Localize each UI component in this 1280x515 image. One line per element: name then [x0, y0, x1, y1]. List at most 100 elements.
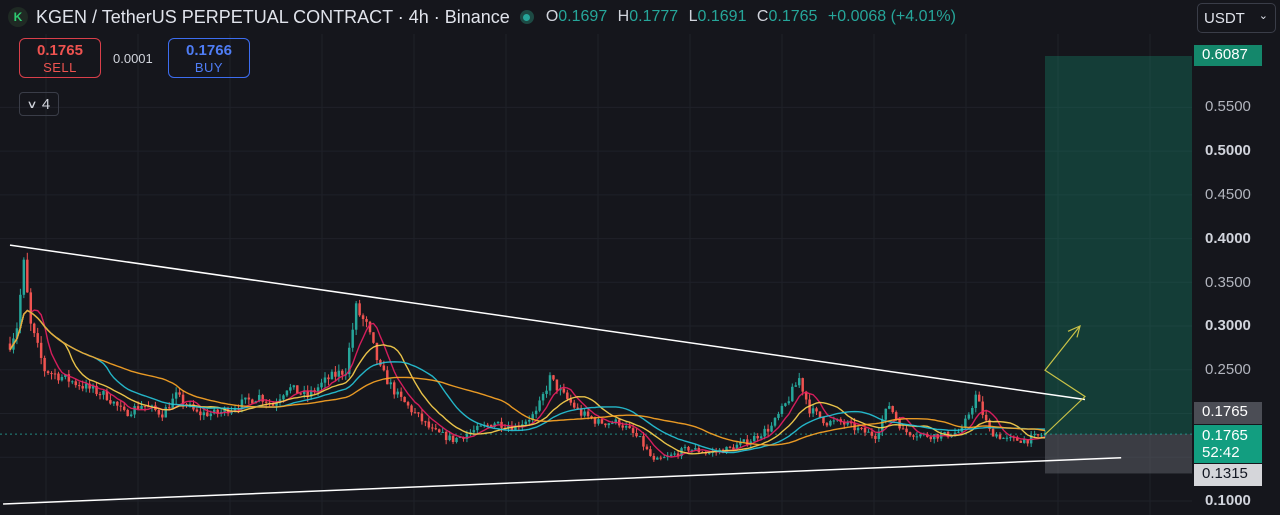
candle-body — [489, 424, 493, 427]
candle-body — [313, 390, 316, 392]
y-tick: 0.4500 — [1205, 186, 1251, 203]
candle-body — [694, 448, 697, 450]
candle-body — [46, 371, 50, 374]
candle-body — [901, 428, 905, 430]
candle-body — [465, 434, 469, 439]
candle-body — [361, 315, 365, 320]
candle-body — [614, 419, 618, 424]
candle-body — [26, 259, 29, 293]
candle-body — [32, 323, 36, 334]
candle-body — [752, 436, 756, 442]
target-price-label: 0.6087 — [1194, 45, 1262, 66]
candle-body — [552, 375, 555, 380]
candle-body — [829, 420, 832, 426]
indicators-toggle-button[interactable]: ∨ 4 — [19, 92, 59, 116]
currency-select[interactable]: USDT ⌄ — [1197, 3, 1276, 33]
candle-body — [611, 423, 614, 425]
candle-body — [150, 405, 154, 407]
y-tick: 0.1000 — [1205, 492, 1251, 509]
candle-body — [794, 385, 798, 387]
candle-body — [451, 435, 455, 443]
candle-body — [98, 394, 102, 396]
candle-body — [593, 418, 597, 424]
y-tick: 0.3000 — [1205, 317, 1251, 334]
candle-body — [209, 413, 213, 417]
candle-body — [372, 332, 375, 343]
candle-body — [334, 371, 337, 377]
candle-body — [562, 388, 566, 393]
bar-countdown: 52:42 — [1202, 444, 1240, 461]
candle-body — [81, 386, 84, 389]
candle-body — [746, 439, 749, 445]
candle-body — [309, 390, 313, 397]
candle-body — [787, 401, 791, 404]
moving-average-line — [9, 309, 1045, 454]
candle-body — [507, 425, 510, 429]
candle-body — [95, 385, 98, 395]
symbol-title[interactable]: KGEN / TetherUS PERPETUAL CONTRACT · 4h … — [36, 6, 510, 27]
candle-body — [195, 409, 199, 412]
indicator-count: 4 — [41, 95, 51, 113]
candle-body — [974, 394, 978, 408]
candle-body — [275, 402, 278, 406]
ohlc-legend: O0.1697 H0.1777 L0.1691 C0.1765 +0.0068 … — [546, 8, 956, 26]
candle-body — [912, 435, 915, 437]
candle-body — [780, 405, 784, 415]
candle-body — [19, 294, 22, 329]
y-tick: 0.5000 — [1205, 142, 1251, 159]
candle-body — [64, 374, 67, 377]
candle-body — [652, 455, 656, 460]
candle-body — [849, 422, 853, 424]
buy-label: BUY — [194, 60, 224, 75]
candle-body — [251, 399, 254, 404]
candle-body — [590, 416, 593, 419]
candle-body — [832, 420, 836, 422]
spread-value: 0.0001 — [113, 51, 153, 66]
candle-body — [887, 406, 891, 409]
candle-body — [379, 360, 382, 366]
candle-body — [884, 408, 888, 420]
candle-body — [147, 406, 150, 408]
ohlc-low-value: 0.1691 — [697, 8, 747, 25]
candle-body — [302, 390, 306, 394]
upper-trendline — [9, 244, 1086, 401]
buy-button[interactable]: 0.1766 BUY — [168, 38, 250, 78]
candle-body — [437, 429, 441, 433]
candle-body — [576, 407, 579, 409]
candle-body — [178, 392, 181, 395]
candle-body — [891, 406, 894, 413]
y-tick: 0.3500 — [1205, 274, 1251, 291]
candle-body — [129, 414, 133, 417]
candle-body — [631, 428, 635, 433]
candle-body — [870, 431, 874, 436]
ohlc-high-value: 0.1777 — [629, 8, 679, 25]
candle-body — [472, 430, 476, 433]
projection-arrowhead — [1067, 324, 1081, 338]
candle-body — [597, 419, 600, 424]
candle-body — [777, 414, 780, 418]
candle-body — [244, 397, 247, 400]
current-price-label: 0.1765 52:42 — [1194, 425, 1262, 463]
candle-body — [770, 425, 773, 432]
candle-body — [867, 431, 870, 433]
candle-body — [444, 431, 448, 441]
candle-body — [811, 408, 815, 414]
moving-average-line — [9, 309, 1046, 446]
kgen-logo-icon: K — [8, 7, 28, 27]
position-zones — [0, 56, 1192, 474]
candle-body — [971, 407, 974, 415]
sell-button[interactable]: 0.1765 SELL — [19, 38, 101, 78]
candle-body — [420, 413, 424, 422]
candle-body — [389, 382, 393, 385]
candle-body — [541, 393, 545, 401]
candle-body — [624, 426, 628, 428]
moving-averages — [9, 309, 1046, 458]
candle-body — [167, 407, 171, 409]
candle-body — [476, 425, 479, 431]
candle-body — [337, 370, 341, 377]
candle-body — [635, 432, 638, 437]
candle-body — [545, 390, 548, 394]
ohlc-high-key: H — [617, 8, 630, 25]
candle-body — [399, 391, 403, 397]
